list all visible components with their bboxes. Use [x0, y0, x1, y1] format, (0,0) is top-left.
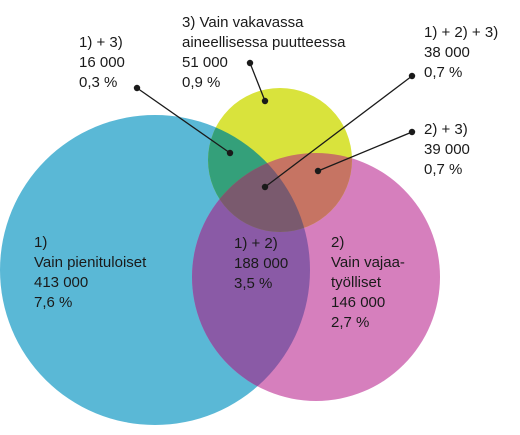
overlap-1-2-percent: 3,5 % [234, 275, 273, 292]
set-1-count: 413 000 [34, 274, 89, 291]
leader-dot-3-end [261, 97, 269, 105]
set-2-title: 2) [331, 234, 345, 251]
overlap-1-2-3-label: 1) + 2) + 3) 38 000 0,7 % [424, 23, 498, 83]
set-1-label: 1) Vain pienituloiset 413 000 7,6 % [34, 233, 146, 313]
set-1-name: Vain pienituloiset [34, 254, 147, 271]
overlap-1-2-count: 188 000 [234, 255, 289, 272]
leader-dot-2-3-start [408, 128, 416, 136]
leader-line-1-3 [136, 87, 231, 154]
set-1-title: 1) [34, 234, 48, 251]
leader-dot-1-3-start [133, 84, 141, 92]
set-2-name-line1: Vain vajaa- [331, 254, 405, 271]
leader-dot-1-2-3-end [261, 183, 269, 191]
overlap-1-2-3-percent: 0,7 % [424, 64, 463, 81]
overlap-2-3-title: 2) + 3) [424, 121, 468, 138]
leader-dot-3-start [246, 59, 254, 67]
leader-dot-2-3-end [314, 167, 322, 175]
overlap-1-2-title: 1) + 2) [234, 235, 278, 252]
overlap-1-3-label: 1) + 3) 16 000 0,3 % [79, 33, 125, 93]
set-2-count: 146 000 [331, 294, 386, 311]
leader-dot-1-3-end [226, 149, 234, 157]
set-3-title-line1: 3) Vain vakavassa [182, 14, 304, 31]
set-2-percent: 2,7 % [331, 314, 370, 331]
leader-dot-1-2-3-start [408, 72, 416, 80]
leader-line-2-3 [317, 131, 413, 172]
overlap-1-3-title: 1) + 3) [79, 34, 123, 51]
set-3-title-line2: aineellisessa puutteessa [182, 34, 346, 51]
overlap-2-3-percent: 0,7 % [424, 161, 463, 178]
overlap-1-3-percent: 0,3 % [79, 74, 118, 91]
overlap-1-3-count: 16 000 [79, 54, 125, 71]
overlap-2-3-label: 2) + 3) 39 000 0,7 % [424, 120, 470, 180]
set-1-percent: 7,6 % [34, 294, 73, 311]
set-3-label: 3) Vain vakavassa aineellisessa puuttees… [182, 13, 345, 93]
leader-line-3 [249, 62, 266, 102]
overlap-1-2-3-count: 38 000 [424, 44, 470, 61]
overlap-2-3-count: 39 000 [424, 141, 470, 158]
overlap-1-2-label: 1) + 2) 188 000 3,5 % [234, 234, 288, 294]
overlap-1-2-3-title: 1) + 2) + 3) [424, 24, 499, 41]
set-3-percent: 0,9 % [182, 74, 221, 91]
set-2-label: 2) Vain vajaa- työlliset 146 000 2,7 % [331, 233, 405, 333]
set-3-count: 51 000 [182, 54, 228, 71]
leader-line-1-2-3 [264, 75, 413, 188]
set-2-name-line2: työlliset [331, 274, 382, 291]
